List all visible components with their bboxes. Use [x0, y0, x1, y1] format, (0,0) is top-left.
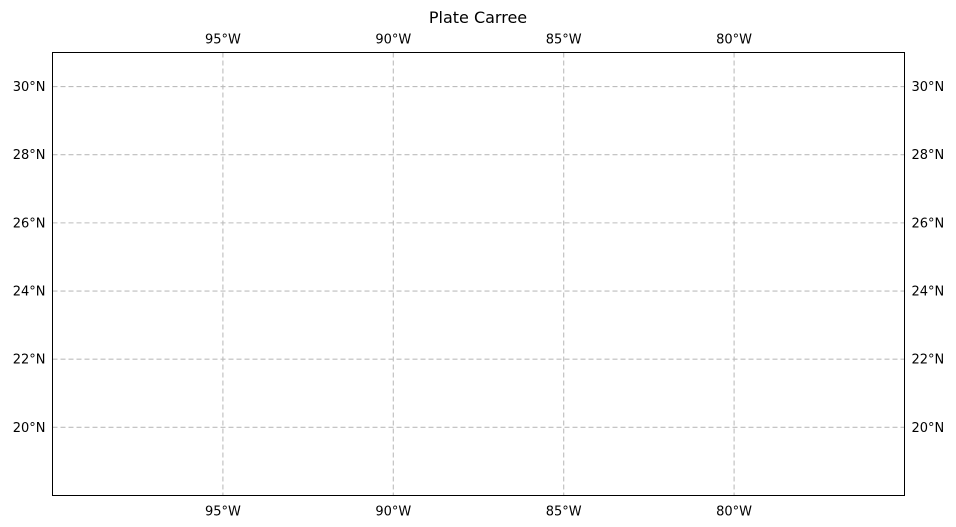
- parallel-label-left: 20°N: [13, 421, 46, 436]
- parallel-label-right: 22°N: [912, 353, 945, 368]
- gridline-labels: 95°W 95°W 90°W 90°W 85°W 85°W 80°W 80°W 30°N 30°N…: [13, 33, 945, 520]
- map-title: Plate Carree: [429, 8, 527, 27]
- meridian-label-top: 90°W: [375, 33, 411, 48]
- parallel-label-left: 24°N: [13, 285, 46, 300]
- parallel-label-right: 24°N: [912, 285, 945, 300]
- meridian-label-top: 95°W: [205, 33, 241, 48]
- meridian-label-bottom: 80°W: [716, 505, 752, 520]
- meridian-label-bottom: 90°W: [375, 505, 411, 520]
- parallel-label-left: 22°N: [13, 353, 46, 368]
- parallel-label-right: 28°N: [912, 148, 945, 163]
- meridian-label-bottom: 95°W: [205, 505, 241, 520]
- parallel-label-left: 28°N: [13, 148, 46, 163]
- map-frame: [52, 52, 905, 496]
- parallel-label-left: 26°N: [13, 216, 46, 231]
- parallel-label-right: 30°N: [912, 80, 945, 95]
- parallel-label-right: 20°N: [912, 421, 945, 436]
- meridian-label-bottom: 85°W: [546, 505, 582, 520]
- parallel-label-right: 26°N: [912, 216, 945, 231]
- meridian-label-top: 80°W: [716, 33, 752, 48]
- meridian-label-top: 85°W: [546, 33, 582, 48]
- parallel-label-left: 30°N: [13, 80, 46, 95]
- gridlines: [52, 52, 905, 496]
